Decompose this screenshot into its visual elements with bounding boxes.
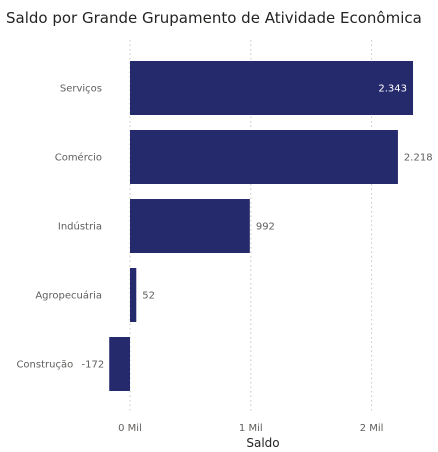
x-axis-ticks: 0 Mil 1 Mil 2 Mil	[118, 423, 383, 434]
bar[interactable]	[130, 130, 398, 184]
x-tick-label: 2 Mil	[360, 423, 384, 434]
category-labels: Serviços Comércio Indústria Agropecuária Con…	[16, 84, 102, 371]
x-tick-label: 1 Mil	[239, 423, 263, 434]
bar[interactable]	[130, 199, 250, 253]
category-label: Agropecuária	[35, 290, 102, 302]
x-axis-title: Saldo	[246, 436, 279, 450]
x-tick-label: 0 Mil	[118, 423, 142, 434]
bar[interactable]	[109, 337, 130, 391]
category-label: Construção	[16, 360, 73, 371]
category-label: Serviços	[60, 84, 102, 95]
data-label: -172	[82, 360, 105, 371]
data-label: 2.218	[404, 153, 433, 164]
chart-title: Saldo por Grande Grupamento de Atividade…	[6, 9, 422, 27]
data-label: 52	[142, 291, 155, 302]
data-label: 992	[256, 222, 275, 233]
data-label: 2.343	[378, 84, 407, 95]
bars	[109, 61, 414, 391]
category-label: Comércio	[55, 152, 102, 164]
bar[interactable]	[130, 61, 414, 115]
data-labels: 2.343 2.218 992 52 -172	[82, 84, 433, 371]
category-label: Indústria	[58, 221, 102, 233]
bar[interactable]	[130, 268, 137, 322]
